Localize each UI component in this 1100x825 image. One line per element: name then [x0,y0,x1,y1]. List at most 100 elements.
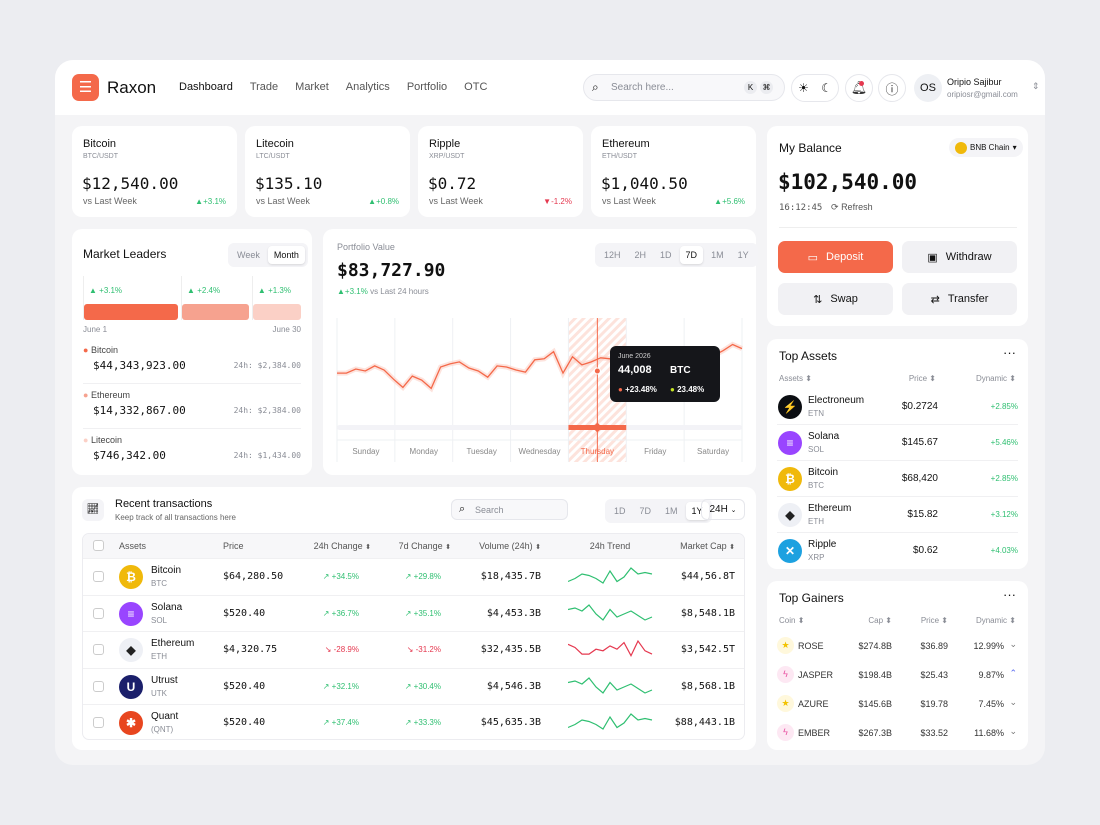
chain-select[interactable]: BNB Chain ▾ [949,138,1023,157]
change-sub: vs Last 24 hours [370,287,429,296]
avatar[interactable]: OS [914,74,942,102]
nav-otc[interactable]: OTC [464,81,488,93]
asset-price: $0.62 [912,545,938,556]
row-checkbox[interactable] [93,644,104,655]
table-row[interactable]: U Utrust UTK $520.40 ↗ +32.1% ↗ +30.4% $… [83,667,744,705]
gainer-row[interactable]: ★ ROSE $274.8B $36.89 12.99% ⌄ [777,633,1018,659]
volume: $45,635.3B [480,717,541,728]
column-header[interactable]: 7d Change ⬍ [399,541,451,551]
asset-row[interactable]: ⚡ Electroneum ETN $0.2724 +2.85% [777,389,1018,425]
tab-1d[interactable]: 1D [614,506,626,516]
column-header[interactable]: Volume (24h) ⬍ [479,541,541,551]
tab-1y[interactable]: 1Y [737,250,749,260]
table-row[interactable]: ≡ Solana SOL $520.40 ↗ +36.7% ↗ +35.1% $… [83,594,744,632]
period-tabs: Week Month [228,243,308,267]
asset-row[interactable]: ✕ Ripple XRP $0.62 +4.03% [777,533,1018,569]
table-row[interactable]: ₿ Bitcoin BTC $64,280.50 ↗ +34.5% ↗ +29.… [83,558,744,595]
column-header[interactable]: Coin ⬍ [779,616,804,625]
leader-bar[interactable]: ▲ +3.1% [83,276,179,320]
leader-item[interactable]: ● Bitcoin $44,343,923.00 24h: $2,384.00 [83,344,301,384]
nav-analytics[interactable]: Analytics [345,81,390,93]
notification-bell-icon[interactable]: 🔔︎ [845,74,873,102]
change-24h: +34.5% [331,572,359,581]
more-options-icon[interactable]: ··· [1003,345,1016,360]
asset-row[interactable]: ≡ Solana SOL $145.67 +5.46% [777,425,1018,461]
nav-trade[interactable]: Trade [249,81,279,93]
gainer-row[interactable]: ϟ JASPER $198.4B $25.43 9.87% ⌃ [777,662,1018,688]
sparkline-line [568,603,653,621]
search-input[interactable]: ⌕ Search here... K ⌘ [583,74,785,101]
trend-up-icon: ↗ [322,572,332,581]
asset-row[interactable]: ◆ Ethereum ETH $15.82 +3.12% [777,497,1018,533]
column-header[interactable]: 24h Change ⬍ [314,541,371,551]
tab-12h[interactable]: 12H [604,250,621,260]
info-icon[interactable]: ⓘ [878,74,906,102]
tab-1m[interactable]: 1M [665,506,678,516]
tab-2h[interactable]: 2H [634,250,647,260]
column-label: Coin [779,616,796,625]
ticker-card[interactable]: Ethereum ETH/USDT $1,040.50 vs Last Week… [591,126,756,217]
swap-button[interactable]: ⇅ Swap [778,283,893,315]
column-header[interactable]: Dynamic ⬍ [976,374,1016,383]
asset-row[interactable]: ₿ Bitcoin BTC $68,420 +2.85% [777,461,1018,497]
up-arrow-icon: ▲ [257,286,269,295]
tab-1d[interactable]: 1D [660,250,672,260]
leader-item[interactable]: ● Litecoin $746,342.00 24h: $1,434.00 [83,434,301,474]
chevrons-down-icon: ⌄ [1009,697,1017,707]
ticker-sub: vs Last Week [602,196,656,206]
ticker-card[interactable]: Bitcoin BTC/USDT $12,540.00 vs Last Week… [72,126,237,217]
column-header[interactable]: Assets ⬍ [779,374,812,383]
tab-week[interactable]: Week [237,250,260,260]
asset-name: Bitcoin [808,467,839,478]
column-header[interactable]: Price ⬍ [909,374,936,383]
highlight-point[interactable] [593,367,601,375]
column-header[interactable]: Cap ⬍ [868,616,892,625]
tab-7d[interactable]: 7D [679,246,704,264]
leader-change: ▲ +2.4% [187,286,221,295]
theme-toggle[interactable]: ☀ ☾ [791,74,839,102]
ticker-card[interactable]: Ripple XRP/USDT $0.72 vs Last Week ▼-1.2… [418,126,583,217]
row-checkbox[interactable] [93,571,104,582]
leader-change: ▲ +3.1% [89,286,123,295]
nav-portfolio[interactable]: Portfolio [406,81,448,93]
period-select[interactable]: 24H ⌄ [701,499,745,520]
brand-logo-icon: ☰ [72,74,99,101]
leader-bar[interactable]: ▲ +2.4% [181,276,249,320]
account-switch-chevron-icon[interactable]: ⇕ [1032,81,1040,91]
select-all-checkbox[interactable] [93,540,104,551]
row-checkbox[interactable] [93,717,104,728]
row-checkbox[interactable] [93,680,104,692]
transactions-search-input[interactable]: ⌕ Search [451,499,568,520]
leader-bar[interactable]: ▲ +1.3% [251,276,301,320]
coin-cap: $267.3B [858,728,892,738]
balance-amount: $102,540.00 [778,170,918,194]
leader-item[interactable]: ● Ethereum $14,332,867.00 24h: $2,384.00 [83,389,301,429]
tab-1m[interactable]: 1M [711,250,724,260]
more-options-icon[interactable]: ··· [1003,587,1016,602]
column-header[interactable]: Price ⬍ [921,616,948,625]
withdraw-button[interactable]: ▣ Withdraw [902,241,1017,273]
trend-down-icon: ↘ [406,645,416,654]
sun-icon[interactable]: ☀ [798,81,809,95]
sparkline [568,676,653,694]
refresh-label: Refresh [841,202,873,212]
tab-7d[interactable]: 7D [639,506,652,516]
moon-icon[interactable]: ☾ [821,81,832,95]
up-arrow-icon: ▲ [337,287,345,296]
gainer-row[interactable]: ϟ EMBER $267.3B $33.52 11.68% ⌄ [777,720,1018,746]
nav-dashboard[interactable]: Dashboard [179,81,233,93]
gainer-row[interactable]: ★ AZURE $145.6B $19.78 7.45% ⌄ [777,691,1018,717]
table-row[interactable]: ✱ Quant (QNT) $520.40 ↗ +37.4% ↗ +33.3% … [83,704,744,739]
portfolio-card: Portfolio Value $83,727.90 ▲+3.1% vs Las… [323,229,758,475]
refresh-button[interactable]: ⟳ Refresh [831,202,873,213]
column-header[interactable]: Market Cap ⬍ [680,541,735,551]
tab-month[interactable]: Month [267,246,305,264]
row-checkbox[interactable] [93,607,104,619]
nav-market[interactable]: Market [295,81,329,93]
ticker-card[interactable]: Litecoin LTC/USDT $135.10 vs Last Week ▲… [245,126,410,217]
transfer-button[interactable]: ⇄ Transfer [902,283,1017,315]
table-row[interactable]: ◆ Ethereum ETH $4,320.75 ↘ -28.9% ↘ -31.… [83,631,744,668]
deposit-button[interactable]: ▭ Deposit [778,241,893,273]
leader-name: Litecoin [90,435,122,445]
column-header[interactable]: Dynamic ⬍ [976,616,1016,625]
